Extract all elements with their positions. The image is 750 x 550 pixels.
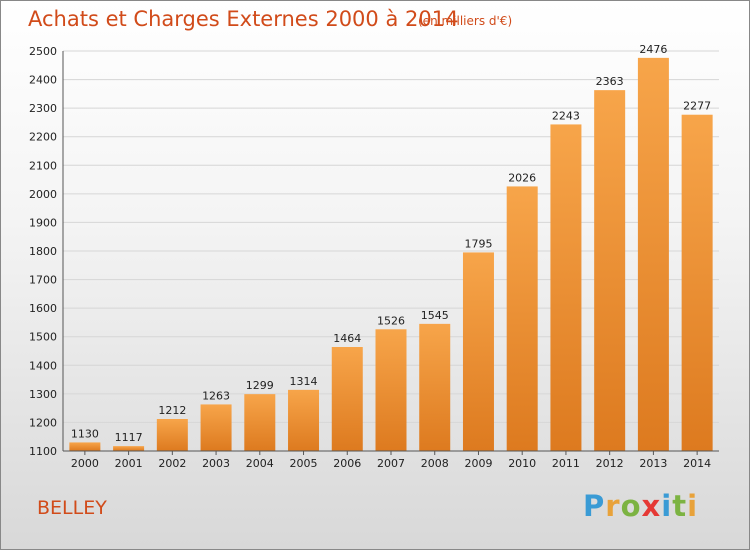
y-tick-label: 1100 xyxy=(29,445,57,458)
bar-2006 xyxy=(331,347,363,451)
value-labels: 1130 1117 1212 1263 1299 1314 1464 1526 1545 1795… xyxy=(71,43,711,444)
logo-letter: P xyxy=(583,489,606,523)
bar-2012 xyxy=(594,90,626,452)
bars xyxy=(69,57,713,452)
x-tick-label-2010: 2010 xyxy=(508,457,536,470)
y-tick-label: 1600 xyxy=(29,302,57,315)
value-label-2003: 1263 xyxy=(202,389,230,402)
value-label-2011: 2243 xyxy=(552,109,580,122)
logo-letter: o xyxy=(620,489,642,523)
bar-2013 xyxy=(637,57,669,451)
x-tick-label-2014: 2014 xyxy=(683,457,711,470)
y-tick-label: 1800 xyxy=(29,245,57,258)
value-label-2004: 1299 xyxy=(246,379,274,392)
bar-2010 xyxy=(506,186,538,451)
y-tick-label: 2200 xyxy=(29,131,57,144)
y-tick-label: 2100 xyxy=(29,159,57,172)
logo-letter: t xyxy=(672,489,688,523)
y-tick-label: 2500 xyxy=(29,45,57,58)
y-tick-label: 1400 xyxy=(29,359,57,372)
x-tick-label-2009: 2009 xyxy=(464,457,492,470)
proxiti-logo: Proxiti xyxy=(583,489,698,523)
value-label-2010: 2026 xyxy=(508,171,536,184)
y-tick-label: 1300 xyxy=(29,388,57,401)
value-label-2009: 1795 xyxy=(464,237,492,250)
x-tick-label-2012: 2012 xyxy=(596,457,624,470)
x-tick-label-2004: 2004 xyxy=(246,457,274,470)
logo-letter: i xyxy=(687,489,699,523)
bar-2001 xyxy=(113,446,145,451)
x-tick-label-2001: 2001 xyxy=(115,457,143,470)
bar-2007 xyxy=(375,329,407,451)
bar-2000 xyxy=(69,442,101,451)
bar-2008 xyxy=(419,323,451,451)
value-label-2001: 1117 xyxy=(115,431,143,444)
y-tick-label: 1200 xyxy=(29,416,57,429)
logo-letter: i xyxy=(661,489,673,523)
value-label-2007: 1526 xyxy=(377,314,405,327)
commune-name: BELLEY xyxy=(37,497,107,519)
value-label-2008: 1545 xyxy=(421,309,449,322)
value-label-2002: 1212 xyxy=(158,404,186,417)
y-tick-label: 1700 xyxy=(29,274,57,287)
value-label-2014: 2277 xyxy=(683,100,711,113)
bar-2014 xyxy=(681,114,713,451)
axes: 1100 1200 1300 1400 1500 1600 1700 1800 1900 2000… xyxy=(29,45,719,470)
logo-letter: x xyxy=(641,489,662,523)
x-tick-label-2007: 2007 xyxy=(377,457,405,470)
x-tick-label-2005: 2005 xyxy=(290,457,318,470)
value-label-2013: 2476 xyxy=(639,43,667,56)
x-tick-label-2000: 2000 xyxy=(71,457,99,470)
bar-2003 xyxy=(200,404,232,451)
y-tick-label: 2000 xyxy=(29,188,57,201)
chart-title: Achats et Charges Externes 2000 à 2014 xyxy=(28,7,459,31)
x-tick-label-2011: 2011 xyxy=(552,457,580,470)
x-tick-label-2006: 2006 xyxy=(333,457,361,470)
value-label-2000: 1130 xyxy=(71,427,99,440)
y-tick-label: 2300 xyxy=(29,102,57,115)
bar-2002 xyxy=(156,419,188,451)
x-tick-label-2008: 2008 xyxy=(421,457,449,470)
value-label-2006: 1464 xyxy=(333,332,361,345)
value-label-2005: 1314 xyxy=(290,375,318,388)
value-label-2012: 2363 xyxy=(596,75,624,88)
chart-subtitle: (en milliers d'€) xyxy=(418,14,513,28)
y-tick-label: 1900 xyxy=(29,216,57,229)
x-tick-label-2002: 2002 xyxy=(158,457,186,470)
y-tick-label: 1500 xyxy=(29,331,57,344)
bar-2005 xyxy=(288,389,320,451)
y-tick-label: 2400 xyxy=(29,74,57,87)
logo-letter: r xyxy=(605,489,621,523)
bar-2004 xyxy=(244,394,276,451)
x-tick-label-2013: 2013 xyxy=(639,457,667,470)
bar-2011 xyxy=(550,124,582,451)
bar-2009 xyxy=(462,252,494,451)
x-tick-label-2003: 2003 xyxy=(202,457,230,470)
